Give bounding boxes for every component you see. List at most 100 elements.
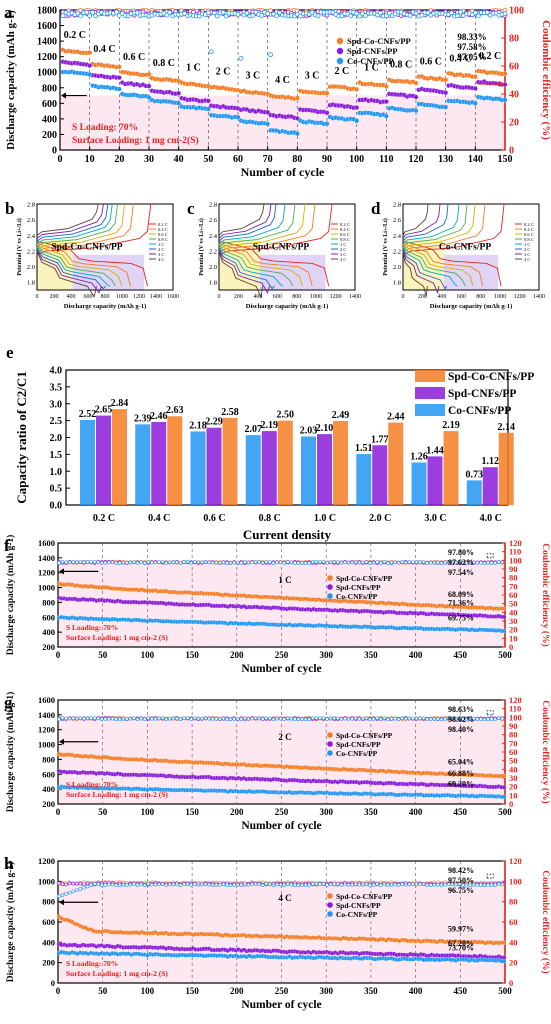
capacity-point — [413, 80, 419, 86]
panel-label: h — [4, 854, 14, 873]
ce-point — [293, 717, 297, 722]
ce-point — [500, 560, 505, 565]
ce-point — [403, 716, 408, 721]
ce-point — [300, 883, 304, 887]
y-tick-label: 1.0 — [50, 467, 63, 478]
x-tick-label: 500 — [498, 807, 512, 817]
ce-point — [436, 717, 440, 721]
note-loading: S Loading: 70% — [66, 959, 118, 968]
x-tick-label: 1400 — [349, 294, 361, 300]
ce-point — [210, 717, 215, 721]
legend-label: 0.6 C — [340, 232, 350, 237]
ce-point — [328, 882, 333, 887]
ce-point — [339, 883, 344, 887]
x-tick-label: 100 — [141, 807, 155, 817]
ce-point — [164, 717, 168, 721]
ce-point — [142, 561, 147, 565]
ce-point — [336, 560, 340, 564]
bar — [443, 431, 459, 505]
y-tick-label: 1000 — [38, 583, 55, 593]
retention-label: 67.20% — [448, 939, 474, 948]
y-tick-label: 0.0 — [50, 501, 63, 512]
ce-point — [471, 716, 476, 721]
y2-tick-label: 30 — [509, 773, 518, 783]
ce-point — [153, 882, 158, 887]
y-tick-label: 2.8 — [393, 202, 401, 209]
rate-label: 4 C — [275, 75, 290, 86]
ce-point — [336, 716, 340, 721]
discharge-curve — [218, 242, 313, 287]
ce-label: 98.62% — [448, 715, 474, 724]
y-axis-title: Capacity ratio of C2/C1 — [14, 371, 29, 504]
ce-point — [196, 716, 201, 721]
panel-label: a — [4, 3, 13, 22]
ce-point — [418, 882, 422, 887]
bar-value-label: 2.63 — [166, 405, 184, 416]
capacity-point — [87, 71, 93, 77]
y-tick-label: 800 — [42, 83, 57, 94]
x-tick-label: 200 — [50, 294, 59, 300]
ce-point — [500, 716, 505, 721]
ce-point — [346, 560, 351, 565]
capacity-point — [383, 83, 389, 89]
ce-point — [89, 716, 93, 721]
x-tick-label: 150 — [185, 986, 199, 996]
ce-point — [260, 717, 265, 721]
ce-point — [146, 882, 151, 886]
ce-point — [153, 716, 158, 721]
ce-point — [303, 561, 308, 565]
ce-point — [446, 560, 451, 564]
note-surface-loading: Surface Loading: 1 mg cm-2(S) — [72, 135, 199, 146]
retention-label: 69.20% — [448, 780, 474, 789]
panel-title: Co-CNFs/PP — [439, 242, 491, 252]
ce-point — [60, 560, 65, 564]
capacity-point — [472, 74, 478, 80]
y-tick-label: 1200 — [37, 52, 57, 63]
bar — [301, 436, 316, 505]
ce-point — [289, 882, 294, 887]
ce-point — [475, 560, 480, 565]
ce-point — [414, 882, 419, 887]
arrow-left-head — [59, 899, 64, 906]
y-tick-label: 1200 — [38, 568, 55, 578]
ce-point — [446, 882, 451, 886]
capacity-point — [265, 121, 271, 127]
ce-point — [96, 716, 101, 721]
x-tick-label: 50 — [203, 154, 213, 165]
rate-label: 4 C — [278, 893, 291, 903]
ce-point — [454, 882, 458, 887]
y2-tick-label: 50 — [509, 756, 518, 766]
legend-label: Spd-Co-CNFs/PP — [448, 371, 534, 383]
x-tick-label: 300 — [319, 986, 333, 996]
ce-point — [382, 882, 387, 886]
ce-point — [353, 560, 358, 564]
y-tick-label: 600 — [42, 99, 57, 110]
ce-point — [471, 882, 476, 887]
y2-tick-label: 120 — [509, 695, 522, 705]
y-tick-label: 400 — [42, 627, 55, 637]
ce-point — [357, 717, 362, 721]
ce-point — [107, 560, 111, 565]
ce-point — [475, 13, 481, 19]
ce-point — [71, 560, 75, 564]
ce-point — [418, 560, 422, 564]
charge-curve — [218, 203, 333, 256]
y2-axis-title: Coulombic efficiency (%) — [540, 20, 551, 140]
capacity-point — [87, 63, 93, 69]
bar — [427, 456, 443, 505]
x-tick-label: 100 — [141, 986, 155, 996]
x-axis-title: Number of cycle — [241, 820, 321, 832]
charge-curve — [402, 203, 460, 245]
ce-point — [228, 561, 233, 565]
ce-point — [407, 882, 412, 887]
legend-label: 0.8 C — [524, 237, 534, 242]
ce-point — [346, 716, 351, 721]
ce-point — [268, 52, 274, 58]
capacity-point — [443, 77, 449, 83]
ce-point — [225, 561, 229, 565]
ce-point — [318, 560, 322, 564]
y-tick-label: 2.4 — [27, 233, 36, 240]
ce-point — [260, 561, 265, 565]
ce-point — [235, 716, 240, 721]
retention-label: 73.70% — [448, 944, 474, 953]
